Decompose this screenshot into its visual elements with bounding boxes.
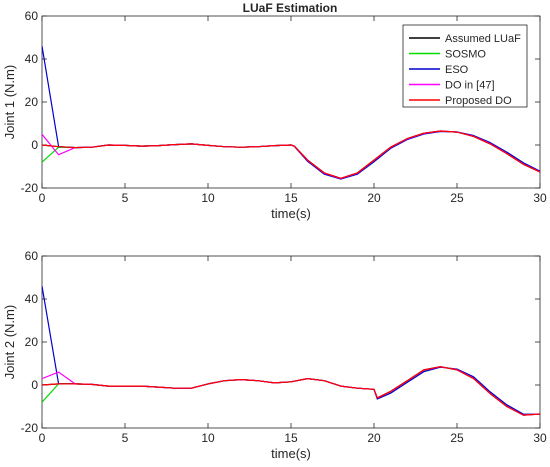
x-tick-label: 25 (450, 191, 464, 205)
axes-frame (41, 255, 541, 429)
y-tick-label: 0 (31, 138, 38, 152)
legend-label: DO in [47] (445, 80, 495, 92)
x-tick-label: 0 (39, 191, 46, 205)
legend-label: Proposed DO (445, 95, 512, 107)
y-tick-label: 20 (25, 95, 39, 109)
x-tick-label: 20 (367, 191, 381, 205)
y-tick-label: -20 (21, 181, 39, 195)
x-tick-label: 0 (39, 431, 46, 445)
x-tick-label: 15 (284, 191, 298, 205)
x-tick-label: 15 (284, 431, 298, 445)
legend-label: SOSMO (445, 49, 486, 61)
figure-title: LUaF Estimation (243, 1, 338, 15)
x-tick-label: 5 (122, 431, 129, 445)
x-tick-label: 10 (201, 191, 215, 205)
legend-label: ESO (445, 64, 469, 76)
x-tick-label: 5 (122, 191, 129, 205)
x-axis-label: time(s) (271, 446, 311, 461)
x-tick-label: 30 (533, 431, 547, 445)
x-axis-label: time(s) (271, 206, 311, 221)
y-tick-label: 0 (31, 378, 38, 392)
y-tick-label: 40 (25, 52, 39, 66)
y-axis-label: Joint 2 (N.m) (2, 305, 17, 379)
x-tick-label: 20 (367, 431, 381, 445)
y-axis-label: Joint 1 (N.m) (2, 65, 17, 139)
legend: Assumed LUaF SOSMO ESO DO in [47] Proposed D… (402, 24, 528, 108)
x-tick-label: 10 (201, 431, 215, 445)
legend-label: Assumed LUaF (445, 33, 521, 45)
series-line-proposed-do (42, 366, 540, 416)
y-tick-label: 60 (25, 9, 39, 23)
x-tick-label: 25 (450, 431, 464, 445)
y-tick-label: 20 (25, 335, 39, 349)
y-tick-label: -20 (21, 421, 39, 435)
y-tick-label: 40 (25, 292, 39, 306)
x-tick-label: 30 (533, 191, 547, 205)
series-line-proposed-do (42, 130, 540, 179)
y-tick-label: 60 (25, 249, 39, 263)
